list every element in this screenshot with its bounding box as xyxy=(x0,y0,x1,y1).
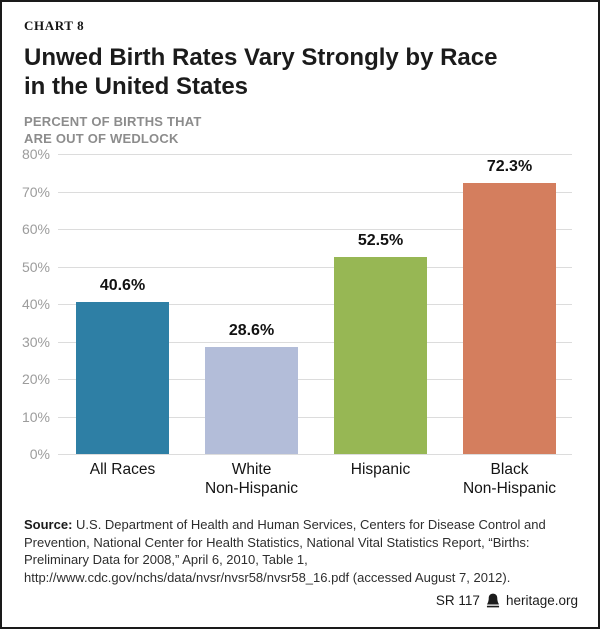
gridline xyxy=(58,229,572,230)
gridline xyxy=(58,379,572,380)
y-tick-label: 30% xyxy=(21,333,50,350)
gridline xyxy=(58,416,572,418)
x-category-label: White Non-Hispanic xyxy=(204,461,299,497)
subtitle-line-1: PERCENT OF BIRTHS THAT xyxy=(24,114,202,129)
footer: SR 117 heritage.org xyxy=(436,593,578,608)
title-line-2: in the United States xyxy=(24,73,249,100)
bar-all-races xyxy=(76,301,169,454)
page-title: Unwed Birth Rates Vary Strongly by Race i… xyxy=(24,43,497,101)
y-tick-label: 50% xyxy=(21,258,50,275)
y-tick-label: 80% xyxy=(21,146,50,162)
bar-value-label: 28.6% xyxy=(228,321,275,339)
gridline xyxy=(58,304,572,305)
chart-number-label: CHART 8 xyxy=(24,18,85,33)
bar-chart: 80% 70% 60% 50% 40% 30% 20% 10% 0% 40.6% 28.6% 52.5… xyxy=(2,146,598,500)
gridline xyxy=(58,266,572,268)
bar-hispanic xyxy=(334,257,427,454)
bar-value-label: 52.5% xyxy=(357,232,404,250)
gridline xyxy=(58,191,572,193)
gridline xyxy=(58,454,572,455)
y-tick-label: 0% xyxy=(29,446,50,462)
y-tick-label: 70% xyxy=(21,183,50,200)
subtitle-line-2: ARE OUT OF WEDLOCK xyxy=(24,131,179,146)
bar-value-label: 72.3% xyxy=(486,157,533,175)
y-tick-label: 40% xyxy=(21,296,50,312)
y-tick-label: 60% xyxy=(21,221,50,237)
chart-subtitle: PERCENT OF BIRTHS THAT ARE OUT OF WEDLOCK xyxy=(24,113,202,147)
y-tick-label: 20% xyxy=(21,371,50,387)
chart-grid: 80% 70% 60% 50% 40% 30% 20% 10% 0% 40.6% 28.6% 52.5… xyxy=(2,146,598,462)
source-label: Source: xyxy=(24,517,73,532)
bar-white-non-hispanic xyxy=(205,346,298,454)
source-text: U.S. Department of Health and Human Serv… xyxy=(24,517,546,585)
gridline xyxy=(58,341,572,343)
gridline xyxy=(58,154,572,155)
x-category-label: All Races xyxy=(89,461,156,478)
source-note: Source: U.S. Department of Health and Hu… xyxy=(24,516,582,586)
site-url: heritage.org xyxy=(505,593,578,608)
bar-value-label: 40.6% xyxy=(99,276,146,294)
report-id: SR 117 xyxy=(435,593,480,608)
y-tick-label: 10% xyxy=(21,408,50,425)
title-line-1: Unwed Birth Rates Vary Strongly by Race xyxy=(24,44,498,71)
liberty-bell-icon xyxy=(486,593,500,608)
x-category-label: Black Non-Hispanic xyxy=(462,461,557,497)
x-category-label: Hispanic xyxy=(350,461,411,478)
bar-black-non-hispanic xyxy=(463,182,556,454)
